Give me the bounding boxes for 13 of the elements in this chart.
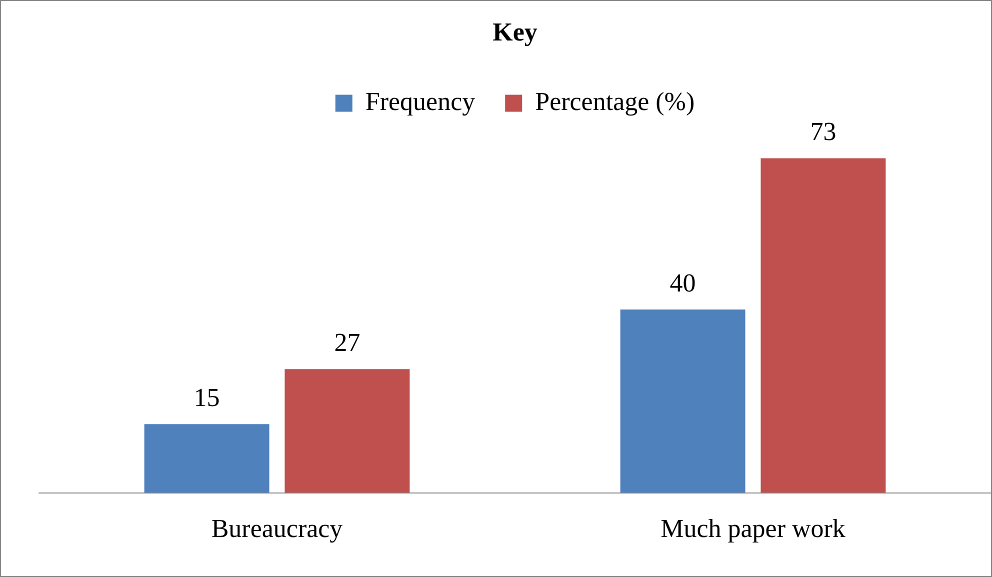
bar [760, 158, 886, 493]
data-label: 40 [670, 268, 696, 298]
data-label: 73 [810, 117, 836, 146]
bar [284, 369, 410, 493]
bar [620, 310, 746, 493]
bar [144, 424, 270, 493]
data-label: 15 [194, 382, 220, 412]
legend-title: Key [492, 18, 538, 47]
legend-label: Frequency [365, 87, 476, 116]
x-tick-label: Much paper work [660, 514, 846, 544]
legend-label: Percentage (%) [535, 87, 695, 116]
x-tick-label: Bureaucracy [211, 514, 343, 544]
data-label: 27 [334, 328, 360, 357]
